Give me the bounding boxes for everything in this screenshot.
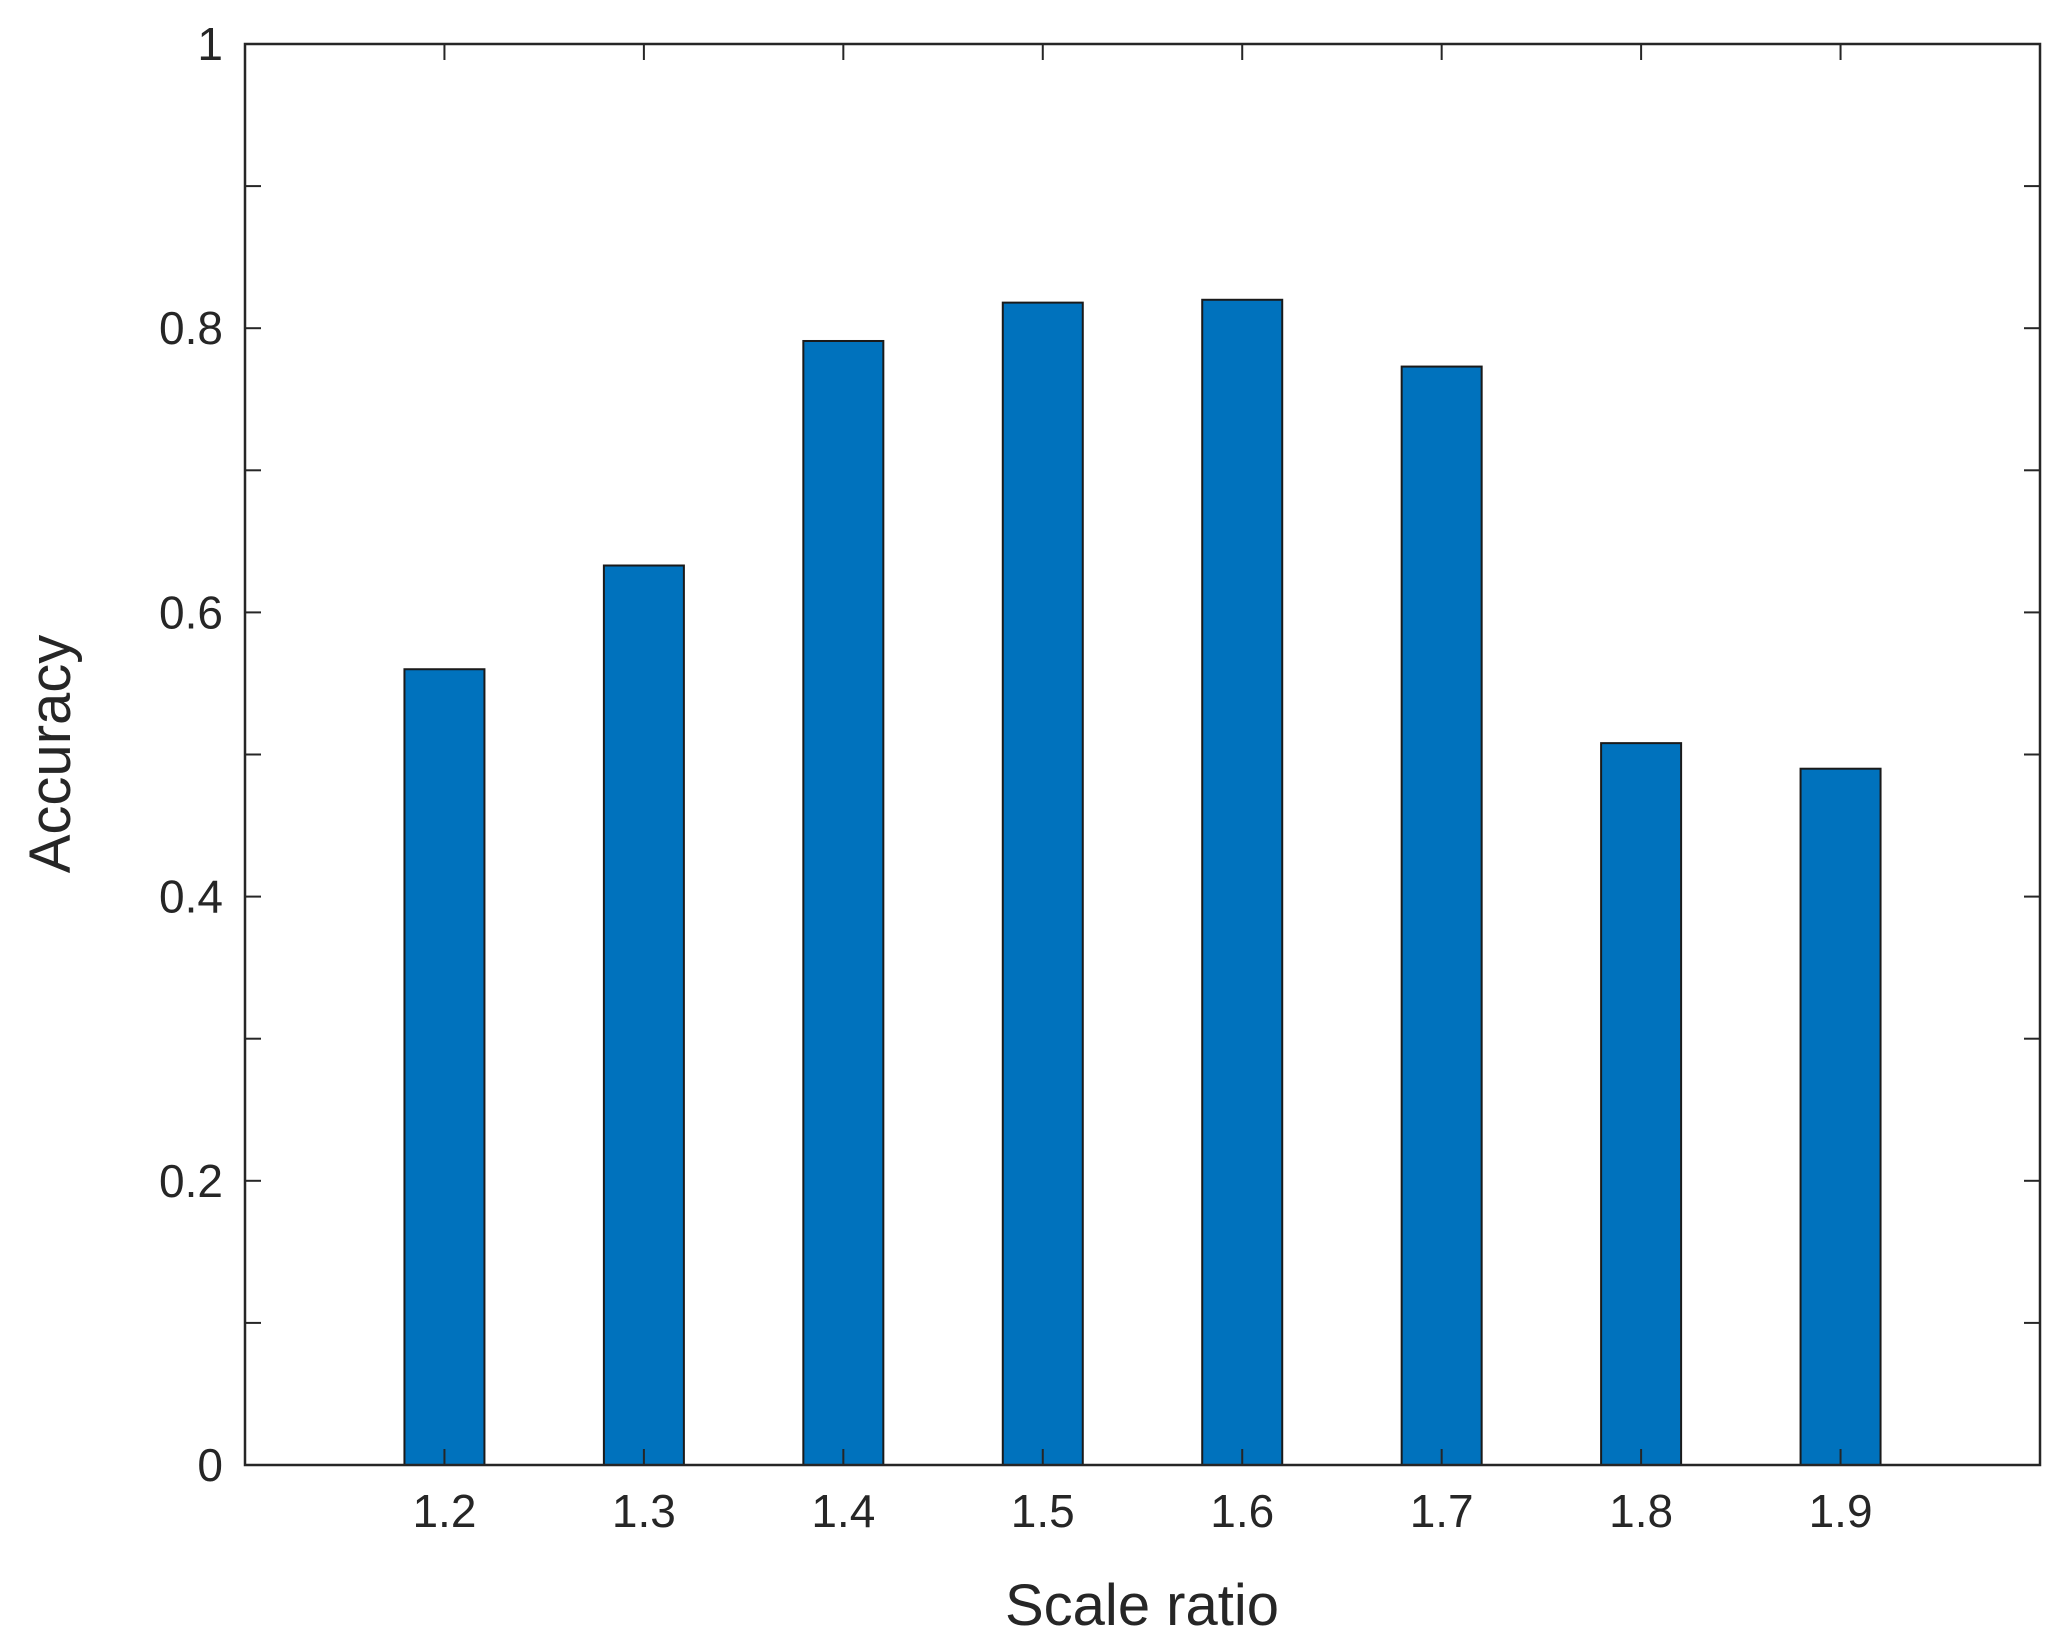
y-tick-label: 0.6	[159, 586, 223, 638]
x-tick-label: 1.3	[612, 1485, 676, 1537]
y-tick-label: 0.4	[159, 871, 223, 923]
bar-1-3	[602, 564, 685, 1466]
ticks-group	[245, 43, 2040, 1466]
axes-box	[243, 42, 2042, 1467]
y-tick-label: 0	[197, 1439, 223, 1491]
x-tick-label: 1.2	[412, 1485, 476, 1537]
y-tick-label: 0.2	[159, 1155, 223, 1207]
bar-1-5	[1001, 301, 1084, 1467]
x-tick-label: 1.7	[1410, 1485, 1474, 1537]
bar-1-4	[802, 339, 885, 1466]
plot-area	[245, 44, 2040, 1465]
x-tick-label: 1.4	[811, 1485, 875, 1537]
bar-1-6	[1201, 298, 1284, 1466]
x-tick-label: 1.9	[1809, 1485, 1873, 1537]
bar-1-2	[403, 668, 486, 1466]
x-tick-label: 1.8	[1609, 1485, 1673, 1537]
x-axis-title: Scale ratio	[1005, 1573, 1279, 1638]
bar-1-9	[1799, 767, 1882, 1466]
tick-labels-group: 1.2 1.3 1.4 1.5 1.6 1.7 1.8 1.9 0 0.2 0.4 0.6 0.8 1	[159, 18, 1872, 1537]
x-tick-label: 1.5	[1011, 1485, 1075, 1537]
bar-1-8	[1600, 742, 1683, 1466]
y-axis-title: Accuracy	[18, 635, 83, 874]
y-tick-label: 1	[197, 18, 223, 70]
y-tick-label: 0.8	[159, 302, 223, 354]
x-tick-label: 1.6	[1210, 1485, 1274, 1537]
bar-1-7	[1400, 365, 1483, 1466]
bars-group	[403, 298, 1882, 1467]
